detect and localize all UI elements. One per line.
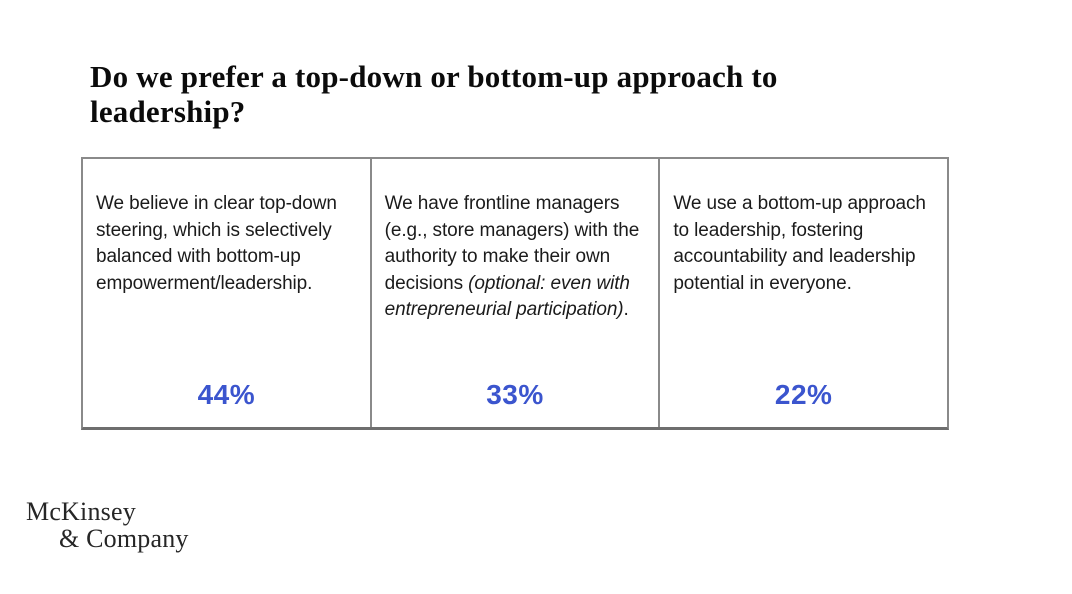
slide-title: Do we prefer a top-down or bottom-up app… <box>90 58 778 129</box>
statement-segment: We have frontline managers (e.g., store … <box>384 193 640 294</box>
statement-segment: . <box>623 299 629 320</box>
logo-line-1: McKinsey <box>26 497 136 526</box>
mckinsey-logo: McKinsey & Company <box>26 498 189 552</box>
survey-results-table: We believe in clear top-down steering, w… <box>81 157 949 430</box>
option-column-bottom-up: We use a bottom-up approach to leadershi… <box>658 159 947 427</box>
statement-segment: We use a bottom-up approach to leadershi… <box>673 193 926 294</box>
statement-text: We use a bottom-up approach to leadershi… <box>673 191 934 297</box>
statement-text: We have frontline managers (e.g., store … <box>385 191 646 324</box>
logo-line-2: & Company <box>59 524 189 553</box>
option-column-frontline-managers: We have frontline managers (e.g., store … <box>369 159 659 427</box>
statement-text: We believe in clear top-down steering, w… <box>96 191 357 297</box>
percentage-value: 22% <box>774 379 833 410</box>
percentage-value: 33% <box>486 379 544 410</box>
statement-segment: We believe in clear top-down steering, w… <box>96 193 337 294</box>
option-column-top-down: We believe in clear top-down steering, w… <box>83 159 370 427</box>
percentage-value: 44% <box>197 379 256 410</box>
statement-segment-italic: (optional: even with entrepreneurial par… <box>384 272 630 321</box>
